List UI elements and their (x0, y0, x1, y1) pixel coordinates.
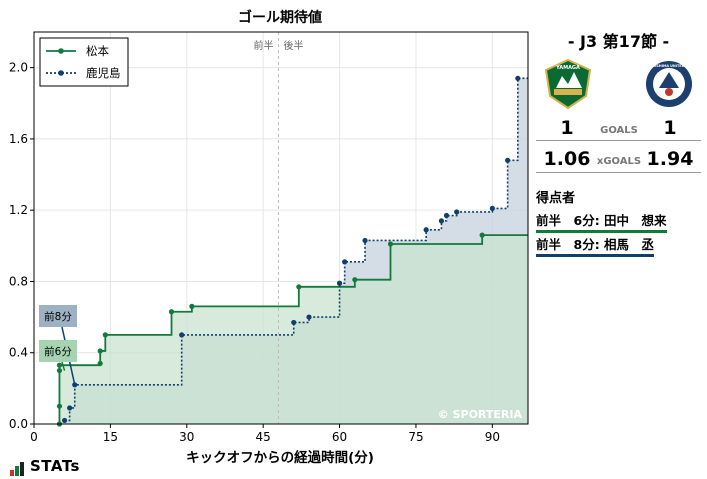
data-point (189, 303, 195, 309)
y-tick-label: 1.2 (9, 203, 28, 217)
scorer-item: 前半 6分: 田中 想来 (536, 210, 667, 233)
data-point (56, 403, 63, 409)
kagoshima-crest-text: KAGOSHIMA UNITED F.C. (646, 64, 693, 68)
xg-chart: ゴール期待値 前半 後半 0 15 30 45 60 75 90 0.0 0.4 0.8 1.2 1.6… (9, 9, 529, 466)
xg-row: 1.06 xGOALS 1.94 (536, 148, 701, 174)
x-tick-label: 60 (332, 430, 347, 444)
stats-logo: STATs (10, 457, 80, 476)
data-point (67, 405, 73, 411)
divider (536, 140, 701, 141)
data-point (515, 75, 521, 81)
annotation-label: 前6分 (44, 345, 72, 358)
data-point (97, 360, 103, 367)
series-line-0 (58, 234, 528, 424)
x-axis-label: キックオフからの経過時間(分) (186, 449, 374, 466)
watermark: © SPORTERIA (438, 408, 523, 421)
home-score: 1 (560, 117, 574, 139)
data-point (306, 314, 312, 320)
team-underline (536, 254, 655, 257)
data-point (56, 362, 63, 368)
data-point (352, 277, 358, 283)
data-point (61, 417, 68, 424)
data-point (423, 227, 429, 233)
y-tick-label: 2.0 (9, 61, 28, 75)
data-point (97, 348, 103, 354)
divider (536, 172, 701, 173)
home-xg: 1.06 (543, 148, 591, 170)
data-point (479, 232, 485, 238)
data-point (454, 209, 460, 215)
data-point (179, 332, 185, 338)
matsumoto-crest-text: YAMAGA (555, 65, 580, 71)
x-tick-label: 30 (179, 430, 194, 444)
y-tick-label: 1.6 (9, 132, 28, 146)
y-tick-label: 0.8 (9, 274, 28, 288)
x-tick-label: 45 (256, 430, 271, 444)
logo-text: STATs (30, 457, 80, 475)
legend-marker (58, 48, 64, 54)
data-point (505, 157, 511, 163)
annotation-leader (61, 361, 66, 371)
legend-label: 松本 (86, 44, 109, 58)
half-divider: 前半 後半 (253, 32, 303, 424)
annotation-box (39, 340, 77, 362)
data-point (296, 284, 302, 290)
data-point (168, 309, 175, 315)
chart-title: ゴール期待値 (238, 9, 322, 26)
data-point (102, 332, 108, 338)
axes: 0 15 30 45 60 75 90 0.0 0.4 0.8 1.2 1.6 2.0 (9, 31, 529, 444)
data-point (336, 280, 343, 286)
team-underline (536, 230, 667, 233)
legend-box (39, 37, 129, 87)
data-point (291, 319, 297, 326)
data-point (387, 241, 394, 247)
y-tick-label: 0.0 (9, 417, 28, 431)
bars-icon (10, 458, 25, 476)
scorers-title: 得点者 (536, 191, 576, 206)
x-tick-label: 0 (30, 430, 38, 444)
xg-label: xGOALS (596, 156, 642, 167)
annotation-box (39, 305, 77, 327)
match-panel: - J3 第17節 - YAMAGA KAGOSHIMA UNITED F.C.… (530, 0, 707, 479)
half-label: 前半 (253, 39, 273, 52)
y-tick-label: 0.4 (9, 346, 28, 360)
x-tick-label: 15 (103, 430, 118, 444)
round-title: - J3 第17節 - (567, 32, 670, 51)
series-line-1 (64, 77, 528, 422)
annotation-label: 前8分 (44, 310, 72, 323)
goals-row: 1 GOALS 1 (536, 117, 701, 143)
series-fills (59, 78, 528, 424)
matsumoto-crest-icon: YAMAGA (544, 58, 592, 110)
data-point (342, 259, 348, 265)
data-point (438, 218, 445, 224)
away-score: 1 (663, 117, 677, 139)
data-point (362, 237, 368, 244)
plot-frame (33, 31, 529, 425)
data-point (443, 212, 450, 219)
data-point (489, 205, 495, 211)
scorer-text: 前半 6分: 田中 想来 (536, 213, 667, 228)
series-lines (56, 75, 528, 427)
half-label: 後半 (283, 39, 303, 52)
legend-label: 鹿児島 (86, 66, 121, 80)
legend-marker (58, 70, 64, 76)
scorer-item: 前半 8分: 相馬 丞 (536, 234, 655, 257)
kagoshima-crest-icon: KAGOSHIMA UNITED F.C. (646, 61, 693, 107)
away-xg: 1.94 (646, 148, 694, 170)
data-point (56, 367, 63, 374)
scorer-text: 前半 8分: 相馬 丞 (536, 237, 655, 252)
x-tick-label: 90 (485, 430, 500, 444)
x-tick-label: 75 (408, 430, 423, 444)
goals-label: GOALS (600, 125, 638, 136)
